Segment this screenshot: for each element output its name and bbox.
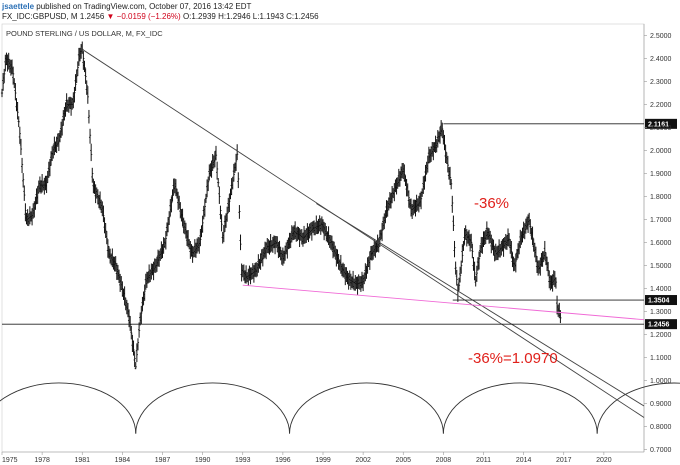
ytick-label-18: 0.7000 xyxy=(650,447,672,454)
plot-background xyxy=(1,23,645,453)
trendline-support xyxy=(242,284,645,321)
ytick-label-2: 2.3000 xyxy=(650,79,672,86)
trendline-long-downtrend xyxy=(82,48,645,418)
ytick-label-7: 1.8000 xyxy=(650,194,672,201)
level-tag-2: 1.2456 xyxy=(648,322,670,329)
xtick-label-15: 2020 xyxy=(596,457,612,464)
level-tag-bg-1 xyxy=(645,295,677,306)
ytick-label-16: 0.9000 xyxy=(650,401,672,408)
ytick-label-6: 1.9000 xyxy=(650,171,672,178)
ohlc-values: O:1.2939 H:1.2946 L:1.1943 C:1.2456 xyxy=(182,12,319,21)
trendlines xyxy=(82,48,645,418)
xtick-label-1: 1978 xyxy=(34,457,50,464)
price-levels: 2.1161 1.3504 1.2456 xyxy=(2,118,677,330)
xtick-label-14: 2017 xyxy=(556,457,572,464)
publisher-text: published on TradingView.com, October 07… xyxy=(36,2,252,11)
xtick-label-5: 1990 xyxy=(195,457,211,464)
cycle-arch-1 xyxy=(135,382,291,434)
level-tag-1: 1.3504 xyxy=(648,298,670,305)
xtick-label-6: 1993 xyxy=(235,457,251,464)
chart-title: POUND STERLING / US DOLLAR, M, FX_IDC xyxy=(6,29,163,38)
publisher-user[interactable]: jsaettele xyxy=(2,2,35,11)
ytick-label-4: 2.1000 xyxy=(650,125,672,132)
ytick-label-9: 1.6000 xyxy=(650,240,672,247)
level-tag-bg-2 xyxy=(645,319,677,330)
annotation-decline: -36% xyxy=(474,195,509,212)
xtick-label-12: 2011 xyxy=(476,457,491,464)
xtick-label-7: 1996 xyxy=(275,457,291,464)
cycle-arches xyxy=(0,382,680,434)
trendline-parallel-downtrend xyxy=(316,203,645,407)
ytick-label-10: 1.5000 xyxy=(650,263,672,270)
level-tag-bg-0 xyxy=(645,118,677,129)
ytick-label-13: 1.2000 xyxy=(650,332,672,339)
xtick-label-0: 1975 xyxy=(2,457,18,464)
last-price: 1.2456 xyxy=(79,12,105,21)
ytick-label-3: 2.2000 xyxy=(650,102,672,109)
ytick-label-1: 2.4000 xyxy=(650,56,672,63)
level-tag-0: 2.1161 xyxy=(648,121,669,128)
ytick-label-17: 0.8000 xyxy=(650,424,672,431)
ytick-label-14: 1.1000 xyxy=(650,355,672,362)
xtick-label-9: 2002 xyxy=(355,457,371,464)
ytick-label-12: 1.3000 xyxy=(650,309,672,316)
price-change: ▼ −0.0159 (−1.26%) xyxy=(106,12,181,21)
ytick-label-15: 1.0000 xyxy=(650,378,672,385)
ohlc-bars xyxy=(0,41,562,370)
xtick-label-10: 2005 xyxy=(395,457,411,464)
ytick-label-11: 1.4000 xyxy=(650,286,672,293)
xtick-label-13: 2014 xyxy=(516,457,532,464)
price-axis-ticks: 2.5000 2.4000 2.3000 2.2000 2.1000 2.0000 1.90… xyxy=(644,33,672,454)
xtick-label-2: 1981 xyxy=(74,457,90,464)
cycle-arch-3 xyxy=(442,382,598,434)
cycle-arch-4 xyxy=(596,382,680,434)
ytick-label-0: 2.5000 xyxy=(650,33,672,40)
xtick-label-3: 1984 xyxy=(115,457,131,464)
symbol-line: FX_IDC:GBPUSD, M 1.2456 ▼ −0.0159 (−1.26… xyxy=(2,12,319,22)
annotation-target: -36%=1.0970 xyxy=(468,350,558,367)
time-axis-ticks: 1975 1978 1981 1984 1987 1990 1993 1996 1999 2002… xyxy=(1,452,612,464)
xtick-label-11: 2008 xyxy=(436,457,452,464)
symbol-label: FX_IDC:GBPUSD, M xyxy=(2,12,78,21)
ytick-label-5: 2.0000 xyxy=(650,148,672,155)
cycle-arch-0 xyxy=(0,382,137,434)
publisher-line: jsaettele published on TradingView.com, … xyxy=(2,2,251,12)
xtick-label-8: 1999 xyxy=(315,457,331,464)
cycle-arch-2 xyxy=(289,382,444,434)
ytick-label-8: 1.7000 xyxy=(650,217,672,224)
xtick-label-4: 1987 xyxy=(155,457,171,464)
